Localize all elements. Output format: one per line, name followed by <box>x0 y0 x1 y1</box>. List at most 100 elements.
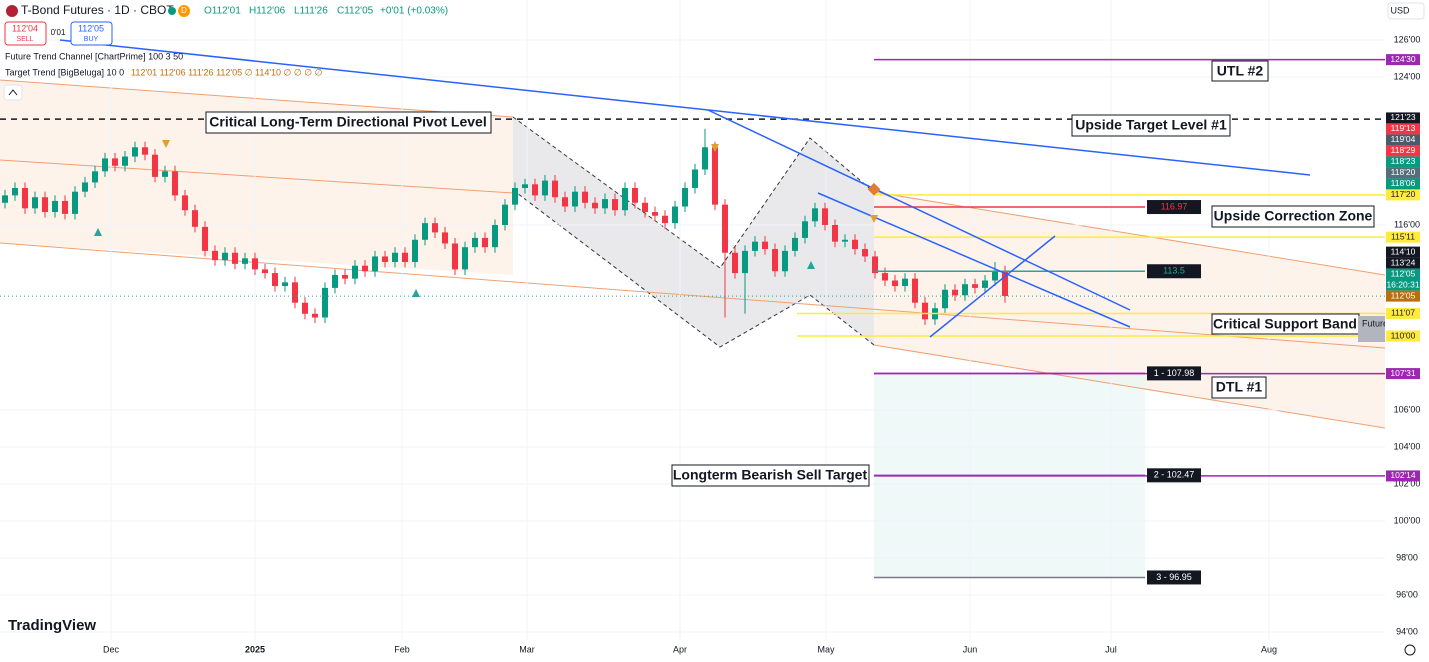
candle-body <box>272 273 278 287</box>
candle-body <box>152 154 158 177</box>
price-tag-label: 119'13 <box>1391 123 1416 133</box>
candle-body <box>32 197 38 209</box>
trend-channel <box>0 80 513 275</box>
collapse-icon <box>8 89 18 96</box>
annotation-box <box>1211 60 1269 82</box>
target-tag <box>1147 468 1201 483</box>
x-tick-label: Apr <box>673 644 687 654</box>
candle-body <box>872 256 878 274</box>
price-tag-label: 121'23 <box>1390 112 1416 122</box>
candle-body <box>382 256 388 262</box>
y-tick-label: 100'00 <box>1394 515 1421 525</box>
annotation: DTL #1 <box>1216 379 1263 395</box>
candle-body <box>492 224 498 248</box>
candle-body <box>952 289 958 296</box>
y-tick-label: 98'00 <box>1396 552 1418 562</box>
candle-body <box>252 258 258 270</box>
signal-up <box>94 228 102 236</box>
currency-button[interactable] <box>1387 2 1425 20</box>
spread: 0'01 <box>51 28 66 37</box>
candle-body <box>612 199 618 211</box>
price-tag <box>1386 189 1420 201</box>
channel-label: Future <box>1362 318 1388 328</box>
candle-body <box>22 187 28 209</box>
status-dot <box>168 7 176 15</box>
candle-body <box>652 212 658 216</box>
candle-body <box>572 191 578 207</box>
candle-body <box>522 184 528 188</box>
price-tag-label: 102'14 <box>1390 470 1416 480</box>
candle-body <box>552 180 558 198</box>
candle-body <box>622 187 628 211</box>
annotation: Critical Long-Term Directional Pivot Lev… <box>209 114 486 130</box>
candle-body <box>362 265 368 272</box>
candle-body <box>472 237 478 248</box>
candle-body <box>452 243 458 270</box>
annotation-box <box>1071 114 1231 137</box>
candle-body <box>52 200 58 213</box>
annotation: UTL #2 <box>1217 63 1264 79</box>
sell-price: 112'04 <box>12 23 38 33</box>
candle-body <box>942 289 948 309</box>
collapse-button[interactable] <box>3 84 23 101</box>
candle-body <box>662 215 668 224</box>
candle-body <box>372 256 378 272</box>
candle-body <box>222 252 228 261</box>
candle-body <box>992 271 998 281</box>
sell-button[interactable] <box>4 21 47 46</box>
y-tick-label: 116'00 <box>1394 219 1420 229</box>
candle-body <box>482 237 488 248</box>
candle-body <box>842 239 848 242</box>
annotation: Upside Target Level #1 <box>1075 117 1227 133</box>
trend-line <box>707 109 1131 311</box>
candle-body <box>962 284 968 296</box>
price-tag <box>1386 268 1420 291</box>
x-tick-label: May <box>817 644 835 654</box>
candle-body <box>762 241 768 250</box>
candle-body <box>442 232 448 244</box>
signal-down <box>162 140 170 148</box>
candle-body <box>882 273 888 281</box>
candle-body <box>162 171 168 177</box>
candle-body <box>332 274 338 288</box>
indicator-name: Target Trend [BigBeluga] 10 0 <box>5 67 124 77</box>
price-tag-label: 112'05 <box>1391 290 1416 300</box>
candle-body <box>62 200 68 214</box>
price-tag-label: 112'05 <box>1391 268 1416 278</box>
candle-body <box>852 239 858 250</box>
price-tag-label: 111'07 <box>1391 308 1415 318</box>
y-tick-label: 106'00 <box>1394 404 1421 414</box>
price-tag <box>1386 156 1420 168</box>
target-tag <box>1147 570 1201 585</box>
candle-body <box>422 223 428 240</box>
candle-body <box>392 252 398 262</box>
price-tag <box>1386 178 1420 190</box>
price-tag <box>1386 112 1420 124</box>
target-tag <box>1147 200 1201 215</box>
y-tick-label: 126'00 <box>1394 34 1421 44</box>
buy-button[interactable] <box>70 21 113 46</box>
candle-body <box>72 191 78 214</box>
x-tick-label: Feb <box>394 644 410 654</box>
candle-body <box>782 250 788 272</box>
candle-body <box>102 158 108 172</box>
symbol: T-Bond Futures · 1D · CBOT <box>21 3 174 17</box>
candle-body <box>912 278 918 303</box>
price-tag-label: 119'04 <box>1391 134 1416 144</box>
y-tick-label: 96'00 <box>1396 589 1418 599</box>
settings-icon[interactable] <box>1404 644 1416 656</box>
channel-line <box>0 159 514 194</box>
signal-up <box>807 261 815 269</box>
price-tag-label: 118'29 <box>1391 145 1416 155</box>
price-tag-label: 117'20 <box>1391 189 1416 199</box>
trend-line <box>929 235 1056 338</box>
candle-body <box>122 156 128 166</box>
candle-body <box>722 204 728 253</box>
price-tag <box>1386 330 1420 342</box>
target-label: 1 - 107.98 <box>1154 368 1195 378</box>
candle-body <box>832 224 838 242</box>
candle-body <box>532 184 538 196</box>
buy-label: BUY <box>84 36 99 43</box>
plot-layer <box>0 0 1385 640</box>
